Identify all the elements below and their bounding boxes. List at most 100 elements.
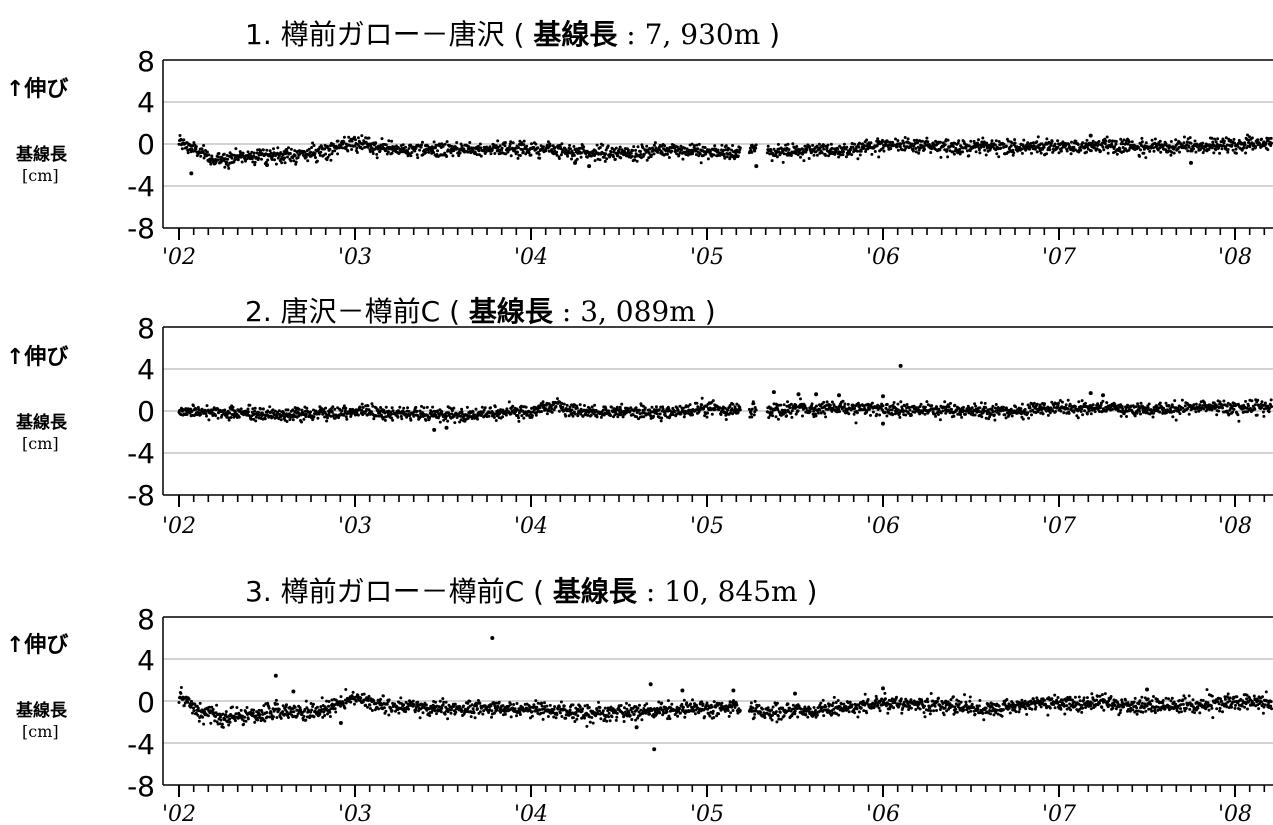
data-point (993, 143, 997, 147)
data-point (1057, 151, 1061, 155)
data-point (500, 146, 504, 150)
data-point (198, 701, 202, 705)
data-point (284, 152, 288, 156)
data-point (1114, 142, 1118, 146)
data-point (1263, 401, 1267, 405)
data-point (353, 144, 357, 148)
data-point (772, 402, 776, 406)
data-point (312, 415, 316, 419)
data-point (1221, 137, 1225, 141)
data-point (317, 412, 321, 416)
data-point (1091, 403, 1095, 407)
data-point (967, 154, 971, 158)
data-point (1246, 133, 1249, 137)
xtick-04: '04 (514, 514, 548, 539)
data-point (898, 363, 903, 368)
data-point (230, 156, 234, 160)
data-point (542, 145, 545, 149)
data-point (991, 404, 995, 408)
data-point (313, 152, 317, 155)
data-point (492, 416, 496, 419)
data-point (1101, 145, 1105, 149)
panel-title-colon: : (626, 18, 644, 51)
data-point (1039, 151, 1043, 155)
data-point (917, 151, 921, 155)
data-point (379, 406, 383, 409)
data-point (903, 136, 907, 139)
data-point (509, 154, 513, 158)
data-point (1028, 406, 1032, 410)
data-point (337, 416, 341, 420)
data-point (304, 699, 308, 703)
data-point (1085, 138, 1089, 142)
data-point (314, 156, 317, 160)
data-point (727, 147, 731, 151)
data-point (710, 412, 714, 416)
data-point (825, 400, 829, 404)
data-point (401, 143, 405, 147)
data-point (1159, 150, 1163, 154)
data-point (705, 415, 709, 419)
data-point (1072, 410, 1076, 414)
data-point (583, 404, 586, 407)
data-point (632, 145, 636, 149)
data-point (617, 413, 621, 417)
data-point (737, 150, 741, 154)
data-point (617, 148, 621, 152)
data-point (421, 140, 424, 144)
data-point (1210, 136, 1214, 140)
data-point (211, 708, 215, 711)
data-point (353, 135, 356, 139)
data-point (219, 718, 223, 722)
data-point (431, 405, 435, 409)
data-point (286, 155, 289, 159)
data-point (475, 153, 479, 157)
data-point (303, 150, 307, 154)
data-point (1187, 145, 1191, 149)
data-point (795, 145, 799, 148)
data-point (876, 137, 880, 141)
data-point (265, 711, 269, 714)
data-point (329, 414, 333, 418)
data-point (233, 410, 237, 414)
data-point (1051, 150, 1055, 154)
data-point (1105, 401, 1109, 405)
data-point (1033, 147, 1037, 151)
data-point (870, 152, 874, 156)
data-point (1269, 144, 1273, 147)
data-point (1150, 138, 1154, 142)
data-point (1144, 156, 1148, 160)
data-point (713, 408, 717, 411)
ytick-minus4: -4 (127, 170, 155, 203)
data-point (638, 412, 642, 416)
data-point (1021, 417, 1025, 421)
data-point (304, 155, 308, 159)
data-point (503, 141, 507, 144)
data-point (1217, 146, 1221, 150)
data-point (253, 720, 257, 724)
data-point (909, 413, 913, 417)
data-point (601, 408, 605, 412)
data-point (774, 415, 778, 419)
data-point (802, 159, 806, 163)
data-point (1045, 137, 1049, 141)
data-point (579, 412, 583, 416)
data-point (559, 153, 563, 157)
data-point (595, 143, 599, 147)
data-point (550, 407, 554, 411)
xtick-07: '07 (1042, 514, 1076, 539)
data-point (1213, 137, 1217, 141)
data-point (1172, 151, 1176, 155)
data-point (1260, 137, 1263, 141)
data-point (1203, 148, 1207, 152)
panel-title-main: 2. 唐沢－樽前C (245, 295, 440, 328)
data-point (1081, 413, 1085, 417)
data-point (698, 408, 702, 412)
data-point (930, 147, 934, 151)
data-point (949, 401, 952, 405)
data-point (312, 702, 315, 706)
data-point (593, 154, 597, 157)
data-point (1214, 140, 1218, 144)
data-point (593, 403, 597, 407)
data-point (259, 407, 262, 411)
